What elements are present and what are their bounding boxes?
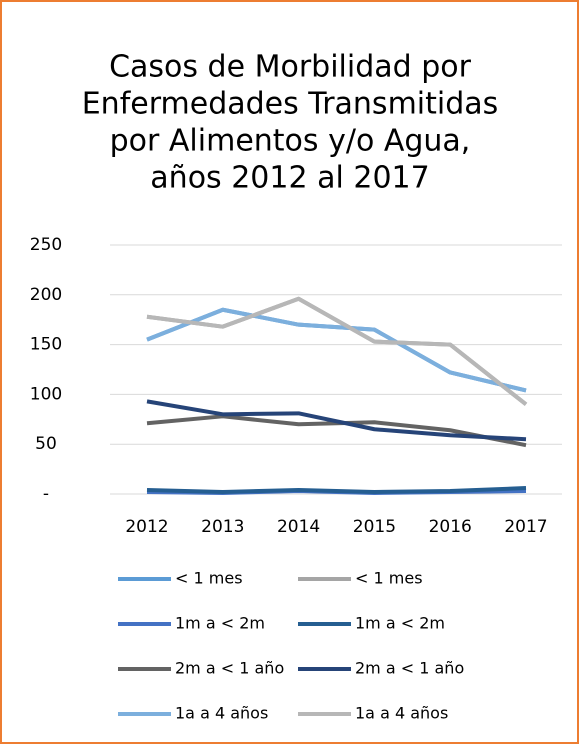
legend-label: 1m a < 2m (175, 614, 265, 633)
chart-title: Enfermedades Transmitidas (82, 87, 499, 122)
legend-label: 2m a < 1 año (355, 659, 464, 678)
x-tick-label: 2015 (353, 517, 396, 537)
x-tick-label: 2014 (277, 517, 320, 537)
legend-label: < 1 mes (355, 569, 423, 588)
chart-title: Casos de Morbilidad por (109, 50, 472, 85)
legend-label: 1a a 4 años (355, 704, 448, 723)
legend-label: 2m a < 1 año (175, 659, 284, 678)
y-tick-label: 250 (30, 235, 62, 255)
series-line (146, 399, 527, 442)
y-tick-label: 150 (30, 335, 62, 355)
x-tick-label: 2017 (504, 517, 547, 537)
series-line (146, 296, 528, 406)
legend-label: 1a a 4 años (175, 704, 268, 723)
x-tick-label: 2016 (429, 517, 472, 537)
series-line (146, 307, 527, 393)
x-tick-label: 2013 (201, 517, 244, 537)
chart-title: por Alimentos y/o Agua, (110, 124, 471, 159)
chart-title: años 2012 al 2017 (150, 161, 429, 196)
legend-label: < 1 mes (175, 569, 243, 588)
series-line (146, 486, 527, 495)
y-tick-label: 100 (30, 384, 62, 404)
legend-label: 1m a < 2m (355, 614, 445, 633)
y-tick-label: 200 (30, 285, 62, 305)
x-tick-label: 2012 (125, 517, 168, 537)
y-tick-label: - (43, 484, 49, 504)
y-tick-label: 50 (35, 434, 57, 454)
